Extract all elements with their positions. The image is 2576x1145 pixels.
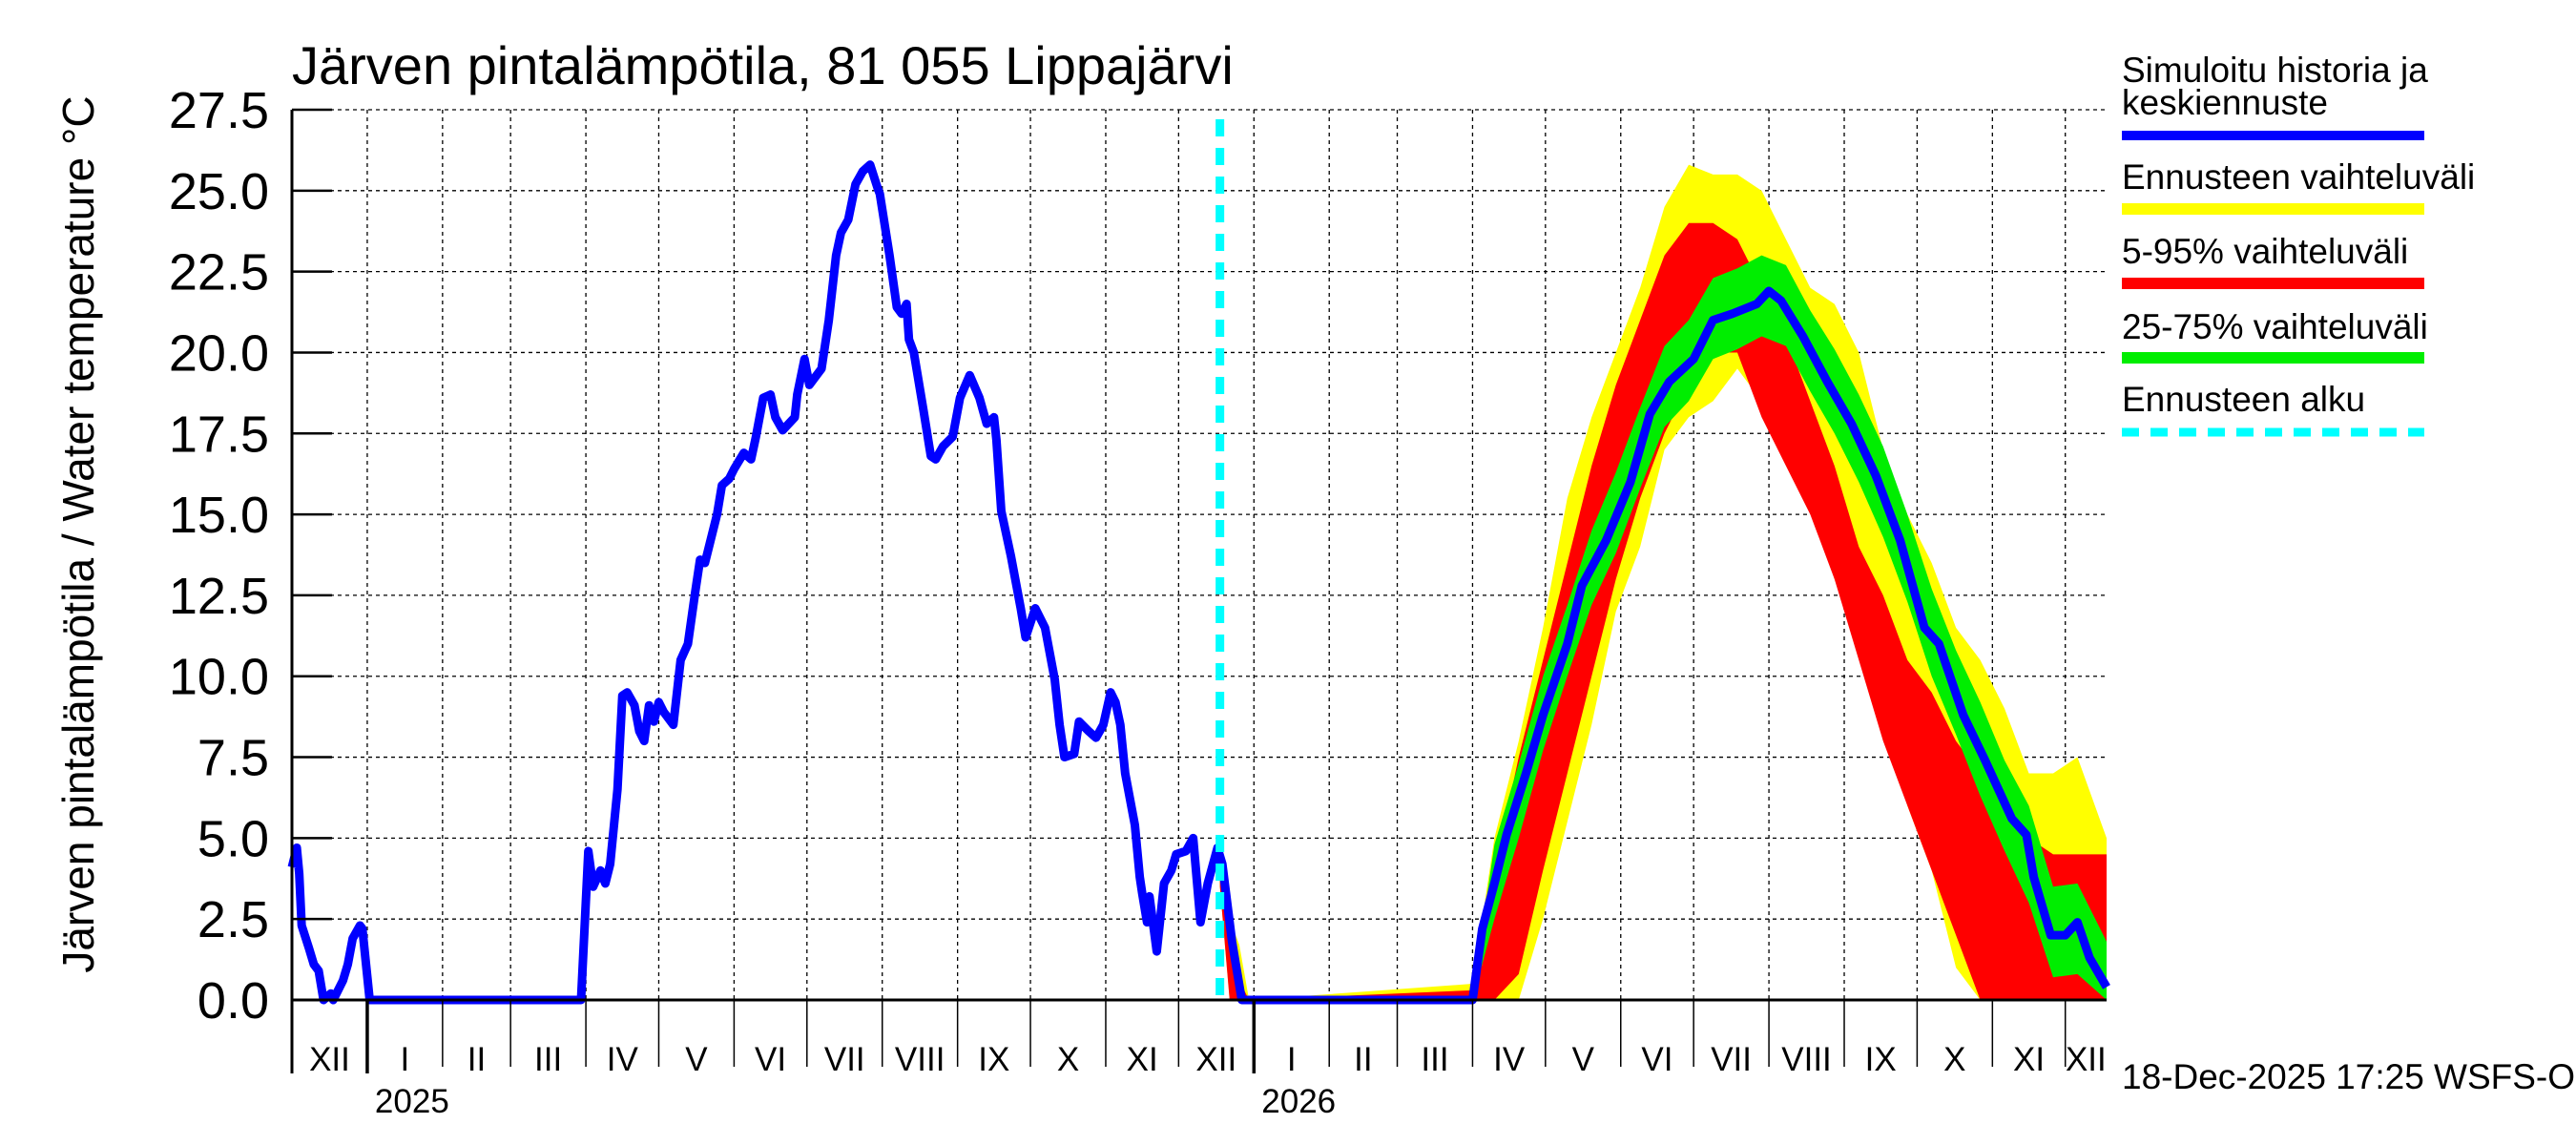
month-label: IX bbox=[1865, 1041, 1897, 1078]
month-label: III bbox=[534, 1041, 562, 1078]
month-label: IV bbox=[1493, 1041, 1526, 1078]
y-tick-label: 5.0 bbox=[197, 810, 269, 867]
y-tick-label: 15.0 bbox=[169, 487, 269, 544]
month-label: III bbox=[1421, 1041, 1448, 1078]
month-label: VII bbox=[824, 1041, 865, 1078]
chart-title: Järven pintalämpötila, 81 055 Lippajärvi bbox=[292, 35, 1234, 95]
year-label: 2026 bbox=[1261, 1083, 1336, 1120]
y-tick-label: 7.5 bbox=[197, 730, 269, 787]
month-label: XII bbox=[2066, 1041, 2107, 1078]
y-tick-labels: 0.0 2.5 5.0 7.5 10.0 12.5 15.0 17.5 20.0 22.5 25.0… bbox=[169, 82, 269, 1030]
median-line bbox=[287, 160, 2110, 1005]
year-label: 2025 bbox=[375, 1083, 449, 1120]
legend-label-median-2: keskiennuste bbox=[2122, 83, 2328, 122]
month-label: VI bbox=[755, 1041, 786, 1078]
month-label: II bbox=[1354, 1041, 1372, 1078]
month-label: VIII bbox=[895, 1041, 945, 1078]
band-25-75-vaihteluv-li bbox=[1472, 255, 2107, 1000]
month-label: IX bbox=[978, 1041, 1009, 1078]
month-label: XII bbox=[309, 1041, 350, 1078]
month-label: X bbox=[1057, 1041, 1079, 1078]
legend-label-25-75: 25-75% vaihteluväli bbox=[2122, 307, 2428, 346]
month-label: I bbox=[401, 1041, 410, 1078]
series-lines bbox=[287, 119, 2110, 1005]
legend-label-median-1: Simuloitu historia ja bbox=[2122, 51, 2428, 90]
month-label: V bbox=[1572, 1041, 1595, 1078]
legend: Simuloitu historia ja keskiennuste Ennus… bbox=[2122, 51, 2475, 437]
y-tick-label: 12.5 bbox=[169, 568, 269, 625]
month-label: XI bbox=[2013, 1041, 2045, 1078]
y-tick-label: 10.0 bbox=[169, 649, 269, 706]
legend-label-range: Ennusteen vaihteluväli bbox=[2122, 157, 2475, 197]
y-axis-label: Järven pintalämpötila / Water temperatur… bbox=[53, 95, 103, 972]
y-tick-label: 0.0 bbox=[197, 972, 269, 1030]
band-5-95-vaihteluv-li bbox=[1219, 222, 2107, 1000]
legend-label-5-95: 5-95% vaihteluväli bbox=[2122, 232, 2408, 271]
month-label: II bbox=[467, 1041, 486, 1078]
month-label: VIII bbox=[1781, 1041, 1832, 1078]
y-tick-label: 27.5 bbox=[169, 82, 269, 139]
y-tick-label: 25.0 bbox=[169, 163, 269, 220]
month-label: XII bbox=[1195, 1041, 1236, 1078]
forecast-bands bbox=[1219, 164, 2107, 1000]
y-tick-label: 2.5 bbox=[197, 891, 269, 948]
y-tick-label: 17.5 bbox=[169, 406, 269, 463]
x-tick-labels: XII I II III IV V VI VII VIII IX X XI XII I II III IV V VI… bbox=[309, 1041, 2107, 1120]
axes bbox=[290, 108, 2107, 1073]
y-tick-label: 20.0 bbox=[169, 324, 269, 382]
month-label: X bbox=[1943, 1041, 1965, 1078]
month-label: VII bbox=[1711, 1041, 1752, 1078]
month-label: VI bbox=[1641, 1041, 1672, 1078]
month-label: V bbox=[685, 1041, 708, 1078]
timestamp-footer: 18-Dec-2025 17:25 WSFS-O bbox=[2122, 1057, 2575, 1096]
month-label: XI bbox=[1127, 1041, 1158, 1078]
legend-label-forecast-start: Ennusteen alku bbox=[2122, 380, 2365, 419]
y-tick-label: 22.5 bbox=[169, 244, 269, 302]
month-label: IV bbox=[607, 1041, 639, 1078]
month-label: I bbox=[1287, 1041, 1297, 1078]
